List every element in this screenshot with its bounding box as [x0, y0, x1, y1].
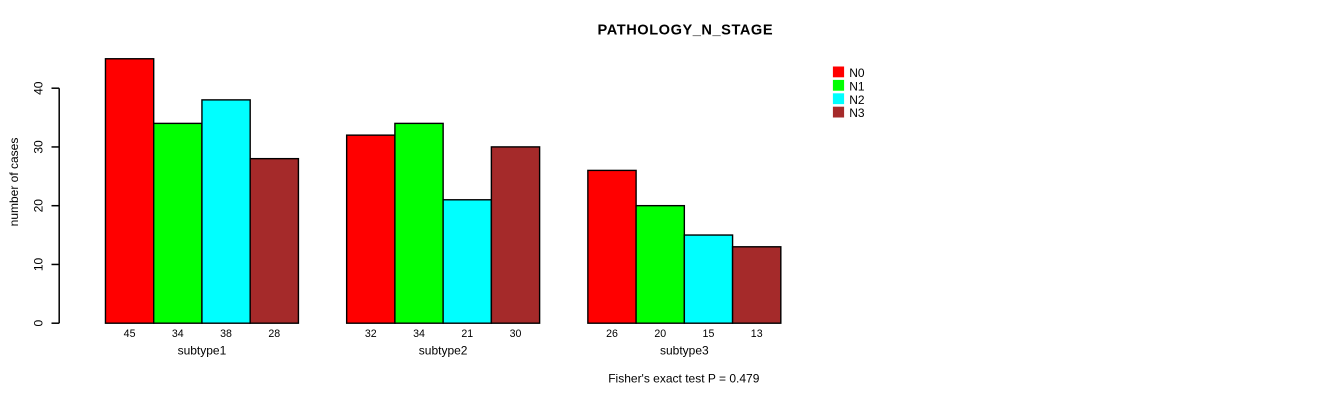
svg-text:30: 30 — [510, 328, 522, 340]
svg-text:20: 20 — [32, 199, 46, 213]
svg-text:N3: N3 — [849, 106, 865, 120]
svg-text:15: 15 — [703, 328, 715, 340]
svg-text:N1: N1 — [849, 79, 865, 93]
svg-text:26: 26 — [606, 328, 618, 340]
svg-text:20: 20 — [654, 328, 666, 340]
svg-text:28: 28 — [268, 328, 280, 340]
svg-text:21: 21 — [461, 328, 473, 340]
svg-text:45: 45 — [124, 328, 136, 340]
svg-text:PATHOLOGY_N_STAGE: PATHOLOGY_N_STAGE — [598, 23, 773, 39]
svg-text:0: 0 — [32, 320, 46, 327]
svg-text:34: 34 — [413, 328, 425, 340]
svg-text:N2: N2 — [849, 93, 865, 107]
svg-text:40: 40 — [32, 81, 46, 95]
svg-text:34: 34 — [172, 328, 184, 340]
svg-text:N0: N0 — [849, 66, 865, 80]
svg-text:13: 13 — [751, 328, 763, 340]
svg-text:32: 32 — [365, 328, 377, 340]
svg-text:38: 38 — [220, 328, 232, 340]
svg-text:10: 10 — [32, 257, 46, 271]
svg-text:subtype1: subtype1 — [178, 343, 227, 357]
svg-text:subtype2: subtype2 — [419, 343, 468, 357]
svg-text:subtype3: subtype3 — [660, 343, 709, 357]
svg-text:number of cases: number of cases — [7, 138, 21, 227]
svg-text:30: 30 — [32, 140, 46, 154]
svg-text:Fisher's exact test P = 0.479: Fisher's exact test P = 0.479 — [608, 372, 759, 386]
